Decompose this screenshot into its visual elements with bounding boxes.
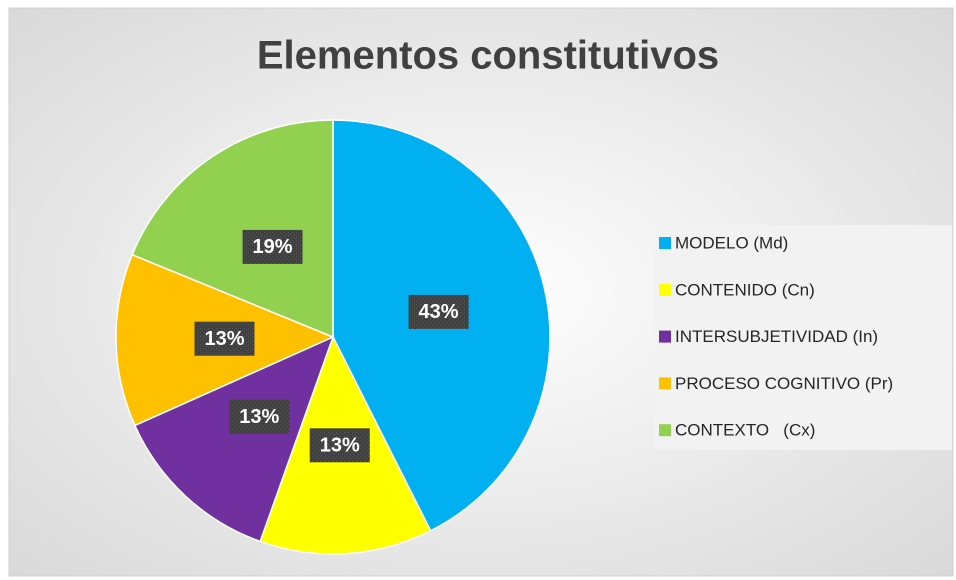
legend-swatch	[659, 424, 671, 437]
legend-swatch	[659, 283, 671, 296]
legend-swatch	[659, 237, 671, 249]
legend-label: INTERSUBJETIVIDAD (In)	[675, 327, 878, 346]
data-label-box	[229, 399, 290, 434]
data-label: 43%	[419, 301, 459, 323]
legend-label: MODELO (Md)	[675, 233, 788, 252]
pie-slice	[133, 335, 335, 543]
legend-swatch	[659, 377, 671, 390]
legend-swatch	[659, 330, 671, 343]
data-label-box	[194, 321, 255, 356]
data-label: 13%	[239, 406, 279, 428]
legend-label: CONTEXTO (Cx)	[675, 421, 815, 440]
data-label-box	[408, 294, 469, 329]
pie-slice	[131, 119, 334, 339]
legend-label: PROCESO COGNITIVO (Pr)	[675, 374, 893, 393]
data-label: 13%	[204, 328, 244, 350]
data-label: 13%	[320, 435, 360, 457]
legend-label: CONTENIDO (Cn)	[675, 280, 815, 299]
chart-title: Elementos constitutivos	[257, 34, 719, 78]
data-label: 19%	[253, 236, 293, 258]
legend-box	[654, 225, 952, 450]
data-label-box	[242, 229, 303, 264]
data-label-box	[309, 428, 370, 463]
